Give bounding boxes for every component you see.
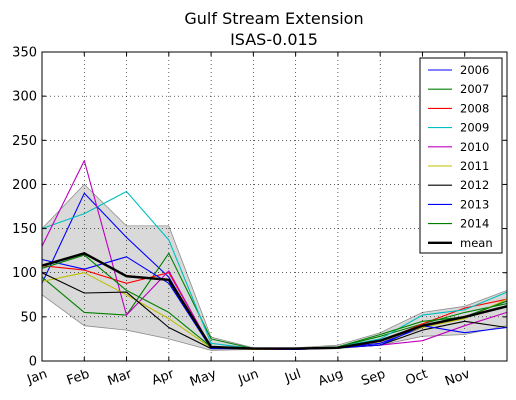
legend-entry-mean: mean	[428, 236, 493, 250]
legend-label: 2014	[460, 217, 489, 231]
y-tick-label: 100	[12, 266, 37, 281]
x-tick-label: Nov	[443, 367, 472, 390]
legend: 2006 2007 2008 2009 2010 2011 2012 2013 2014 mean	[419, 57, 503, 254]
y-tick-label: 150	[12, 222, 37, 237]
legend-label: 2012	[460, 178, 489, 192]
legend-entry-2010: 2010	[428, 140, 489, 154]
legend-frame	[419, 57, 503, 254]
legend-entry-2006: 2006	[428, 63, 489, 77]
x-tick-label: Mar	[106, 366, 135, 389]
legend-entry-2007: 2007	[428, 82, 489, 96]
legend-entry-2008: 2008	[428, 101, 489, 115]
legend-label: 2013	[460, 197, 489, 211]
y-tick-label: 350	[12, 46, 37, 61]
legend-entry-2012: 2012	[428, 178, 489, 192]
plot-frame	[41, 51, 508, 362]
legend-entry-2009: 2009	[428, 121, 489, 135]
x-tick-label: Apr	[150, 366, 177, 388]
y-tick-label: 50	[20, 310, 37, 325]
legend-entry-2011: 2011	[428, 159, 489, 173]
x-tick-label: Jul	[282, 367, 303, 387]
chart-subtitle: ISAS-0.015	[230, 30, 318, 49]
legend-label: 2009	[460, 121, 489, 135]
chart-title: Gulf Stream Extension	[184, 9, 363, 28]
x-tick-label: Aug	[316, 367, 345, 390]
series-line-mean	[41, 252, 508, 350]
legend-label: mean	[460, 236, 493, 250]
x-tick-label: Oct	[404, 367, 430, 389]
series-lines	[41, 160, 508, 351]
y-tick-label: 250	[12, 134, 37, 149]
x-tick-label: Jun	[236, 367, 261, 388]
x-tick-label: Jan	[24, 367, 49, 388]
legend-entry-2013: 2013	[428, 197, 489, 211]
legend-entries: 2006 2007 2008 2009 2010 2011 2012 2013 2014 mean	[428, 63, 493, 250]
legend-label: 2008	[460, 101, 489, 115]
x-tick-label: May	[188, 367, 219, 390]
y-tick-label: 200	[12, 178, 37, 193]
y-tick-label: 300	[12, 90, 37, 105]
y-tick-label: 0	[29, 355, 37, 370]
legend-label: 2006	[460, 63, 489, 77]
x-tick-label: Feb	[65, 367, 92, 389]
grid	[42, 52, 507, 361]
y-axis: 0 50 100 150 200 250 300 350	[12, 46, 507, 370]
legend-label: 2010	[460, 140, 489, 154]
x-tick-label: Sep	[359, 367, 387, 389]
legend-label: 2011	[460, 159, 489, 173]
legend-entry-2014: 2014	[428, 217, 489, 231]
legend-label: 2007	[460, 82, 489, 96]
